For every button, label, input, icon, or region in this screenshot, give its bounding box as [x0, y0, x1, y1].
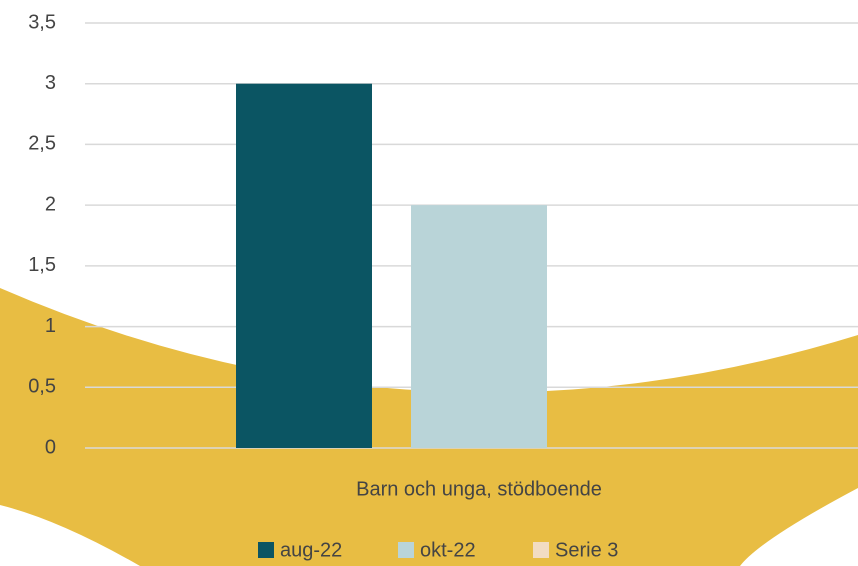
y-tick-label: 3	[45, 72, 56, 94]
chart: 0 0,5 1 1,5 2 2,5 3 3,5 Barn och unga, stödboend…	[0, 0, 858, 566]
legend-label: okt-22	[420, 539, 476, 561]
y-tick-label: 3,5	[28, 11, 56, 33]
y-tick-label: 2,5	[28, 133, 56, 155]
legend-swatch	[398, 542, 414, 558]
y-tick-label: 1	[45, 315, 56, 337]
legend-label: aug-22	[280, 539, 342, 561]
bar	[236, 84, 372, 448]
legend-swatch	[533, 542, 549, 558]
y-tick-label: 1,5	[28, 254, 56, 276]
y-tick-label: 0,5	[28, 376, 56, 398]
x-tick-label: Barn och unga, stödboende	[356, 478, 602, 500]
legend-label: Serie 3	[555, 539, 618, 561]
y-tick-label: 0	[45, 436, 56, 458]
bar	[411, 205, 547, 448]
legend-swatch	[258, 542, 274, 558]
y-tick-label: 2	[45, 193, 56, 215]
